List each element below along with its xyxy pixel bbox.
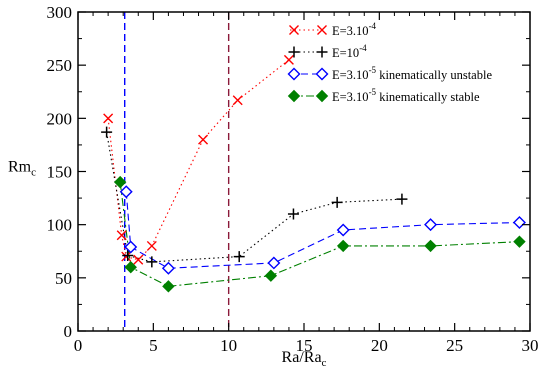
legend-label-base: E=10 (332, 46, 359, 60)
data-point (162, 280, 175, 293)
x-axis-label: Ra/Rac (282, 349, 327, 369)
legend-label-tail: kinematically stable (376, 90, 480, 104)
data-point (133, 254, 144, 265)
data-point (233, 251, 245, 263)
plot-frame (77, 11, 531, 332)
x-tick-label: 25 (446, 336, 463, 355)
vertical-lines (124, 12, 230, 331)
data-point (287, 208, 299, 220)
series-line (107, 59, 290, 261)
data-point (146, 240, 157, 251)
legend: E=3.10-4E=10-4E=3.10-5 kinematically uns… (287, 21, 492, 104)
data-point (424, 218, 438, 232)
data-point (119, 185, 133, 199)
legend-marker (315, 67, 329, 81)
x-tick-label: 30 (522, 336, 539, 355)
y-tick-label: 200 (47, 109, 73, 128)
data-point (116, 230, 127, 241)
legend-label-base: E=3.10 (332, 24, 369, 38)
series-line (125, 191, 520, 269)
data-point (424, 239, 437, 253)
legend-marker (317, 25, 327, 35)
data-point (283, 54, 294, 65)
data-point (331, 196, 343, 208)
legend-marker (287, 67, 301, 81)
data-point (146, 256, 158, 268)
y-tick-label: 0 (64, 322, 73, 341)
plot-area (101, 12, 526, 331)
data-point (122, 250, 134, 262)
y-tick-label: 100 (47, 216, 73, 235)
legend-label: E=10-4 (332, 43, 367, 60)
y-tick-label: 150 (47, 163, 73, 182)
legend-label: E=3.10-5 kinematically stable (332, 87, 480, 104)
y-tick-label: 50 (55, 269, 72, 288)
data-point (161, 261, 175, 275)
y-tick-label: 250 (47, 56, 73, 75)
legend-label-base: E=3.10 (332, 68, 369, 82)
x-axis-label-sub: c (322, 357, 327, 369)
legend-label-tail: kinematically unstable (376, 68, 492, 82)
legend-entry: E=3.10-4 (289, 21, 377, 38)
y-axis-label-main: Rm (8, 159, 32, 176)
legend-entry: E=3.10-5 kinematically unstable (287, 65, 492, 82)
data-point (103, 113, 114, 124)
series-markers (101, 54, 526, 293)
legend-marker (287, 89, 301, 103)
y-axis-label: Rmc (8, 159, 36, 179)
data-point (121, 251, 132, 262)
x-tick-label: 10 (220, 336, 237, 355)
legend-entry: E=3.10-5 kinematically stable (287, 87, 480, 104)
data-point (267, 256, 281, 270)
data-point (396, 193, 408, 205)
data-point (232, 95, 243, 106)
x-axis-label-main: Ra/Ra (282, 349, 322, 366)
series-line (106, 132, 402, 263)
y-axis-label-sub: c (31, 167, 36, 179)
legend-label: E=3.10-4 (332, 21, 377, 38)
data-point (101, 126, 113, 138)
data-point (113, 175, 127, 189)
y-tick-label: 300 (47, 3, 73, 22)
series-line (119, 182, 520, 287)
x-axis-ticks: 0 5 10 15 20 25 30 (74, 12, 539, 355)
x-tick-label: 15 (296, 336, 313, 355)
data-point (124, 260, 137, 274)
legend-marker (316, 46, 328, 58)
legend-marker (315, 89, 329, 103)
legend-label-exponent: -5 (369, 87, 377, 97)
legend-label-exponent: -4 (359, 43, 367, 53)
x-tick-label: 5 (149, 336, 158, 355)
legend-label: E=3.10-5 kinematically unstable (332, 65, 492, 82)
data-point (198, 134, 209, 145)
data-point (124, 240, 138, 254)
legend-marker (288, 46, 300, 58)
legend-label-exponent: -4 (369, 21, 377, 31)
data-point (264, 269, 278, 282)
data-point (336, 239, 350, 253)
data-point (513, 235, 526, 248)
legend-label-exponent: -5 (369, 65, 377, 75)
data-point (336, 223, 350, 237)
data-point (512, 216, 526, 230)
y-axis-ticks: 0 50 100 150 200 250 300 (47, 3, 530, 341)
legend-label-base: E=3.10 (332, 90, 369, 104)
legend-marker (289, 25, 299, 35)
x-tick-label: 20 (371, 336, 388, 355)
legend-entry: E=10-4 (288, 43, 367, 60)
x-tick-label: 0 (74, 336, 83, 355)
